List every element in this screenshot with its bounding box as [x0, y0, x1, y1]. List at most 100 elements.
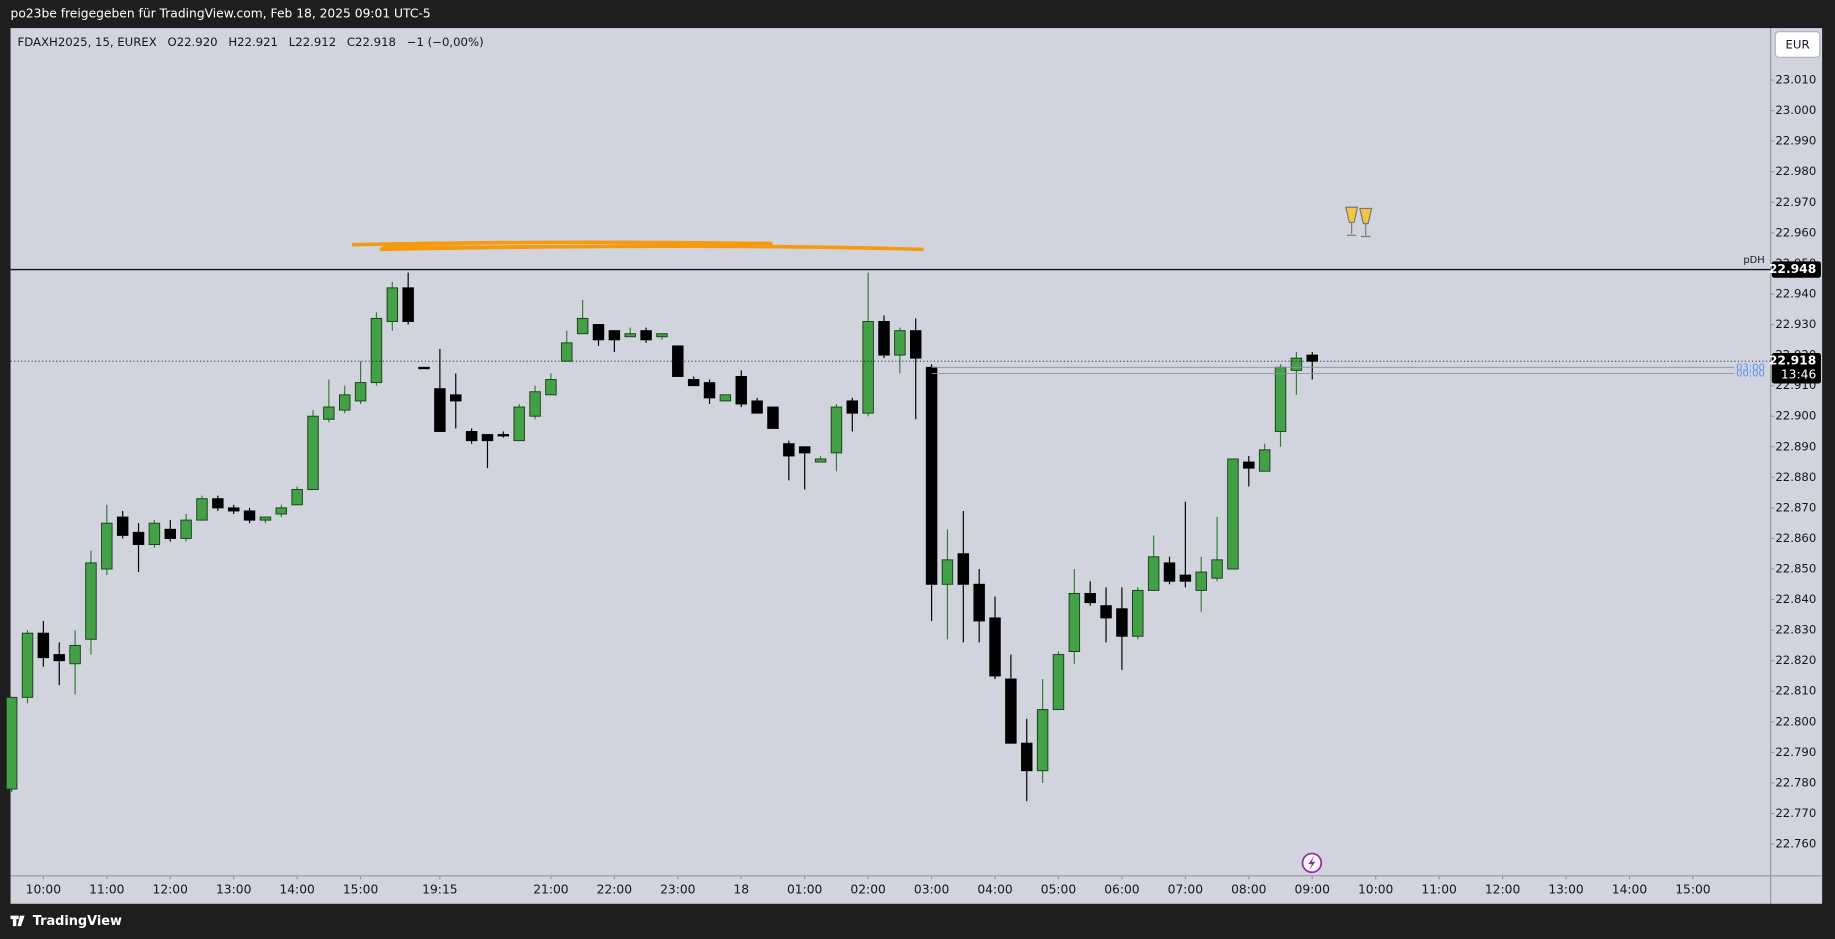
- candle-body: [529, 391, 541, 417]
- candle-body: [751, 400, 763, 414]
- currency-button[interactable]: [1774, 31, 1821, 58]
- x-tick-label: 14:00: [279, 882, 314, 896]
- y-tick-label: 22.780: [1775, 775, 1816, 789]
- y-tick-label: 22.820: [1775, 653, 1816, 667]
- legend-item: −1 (−0,00%): [407, 35, 484, 49]
- legend-item: H22.921: [228, 35, 278, 49]
- y-tick-label: 22.930: [1775, 317, 1816, 331]
- candle-body: [148, 522, 161, 546]
- legend-item: FDAXH2025, 15, EUREX: [18, 35, 157, 49]
- legend-item: L22.912: [289, 35, 336, 49]
- candle-body: [1100, 605, 1112, 619]
- y-tick-label: 22.850: [1775, 562, 1816, 576]
- x-tick-label: 12:00: [1485, 882, 1520, 896]
- x-tick-label: 11:00: [89, 882, 124, 896]
- emoji-icon: [1345, 206, 1373, 238]
- candle-body: [307, 415, 319, 491]
- candle-body: [1258, 449, 1271, 472]
- candle-body: [624, 333, 636, 338]
- candle-body: [894, 330, 906, 356]
- candle-body: [132, 531, 145, 546]
- x-tick-label: 10:00: [26, 882, 61, 896]
- candle-body: [783, 443, 795, 457]
- x-tick-label: 05:00: [1041, 882, 1076, 896]
- y-tick-label: 22.810: [1775, 684, 1816, 698]
- drawing-highlight: [351, 240, 924, 252]
- candle-body: [1147, 556, 1160, 591]
- candle-body: [719, 394, 732, 402]
- y-tick-label: 22.760: [1775, 837, 1816, 851]
- candle-body: [878, 321, 890, 356]
- y-tick-label: 22.990: [1775, 134, 1816, 148]
- x-tick-label: 07:00: [1168, 882, 1203, 896]
- candle-body: [925, 366, 938, 585]
- candle-body: [909, 330, 922, 359]
- candle-body: [386, 287, 399, 322]
- candle-body: [941, 559, 954, 585]
- y-tick-label: 22.980: [1775, 164, 1816, 178]
- candle-body: [545, 379, 557, 396]
- countdown-label: 13:46: [1781, 368, 1817, 382]
- y-tick-label: 22.860: [1775, 531, 1816, 545]
- y-tick-label: 22.900: [1775, 409, 1816, 423]
- candle-body: [434, 388, 446, 432]
- price-badge-label: 22.948: [1769, 262, 1816, 276]
- candle-body: [814, 458, 827, 463]
- candle-body: [973, 583, 985, 622]
- candle-body: [767, 406, 779, 429]
- candle-body: [497, 434, 510, 437]
- candle-body: [1084, 592, 1096, 604]
- candle-body: [21, 632, 34, 698]
- x-tick-label: 01:00: [787, 882, 822, 896]
- price-line-name: 03:00: [1736, 362, 1765, 373]
- candle-body: [513, 406, 525, 442]
- candle-body: [196, 498, 208, 521]
- candle-body: [418, 366, 430, 370]
- price-line-name: pDH: [1743, 255, 1764, 266]
- candle-body: [259, 516, 272, 521]
- candle-body: [687, 379, 700, 387]
- candle-body: [1179, 574, 1192, 582]
- y-tick-label: 22.800: [1775, 714, 1816, 728]
- candle-body: [402, 287, 414, 322]
- candle-body: [465, 431, 478, 442]
- x-tick-label: 12:00: [153, 882, 188, 896]
- y-tick-label: 22.940: [1775, 286, 1816, 300]
- candle-body: [101, 522, 113, 570]
- candle-body: [1068, 592, 1081, 652]
- candle-body: [116, 516, 129, 536]
- price-badge: [1771, 353, 1821, 384]
- candle-body: [561, 342, 573, 362]
- candle-body: [1116, 608, 1128, 637]
- candle-body: [862, 321, 874, 414]
- candle-body: [1306, 354, 1318, 362]
- candle-body: [243, 510, 256, 521]
- candle-body: [212, 498, 224, 509]
- x-tick-label: 03:00: [914, 882, 949, 896]
- event-icon[interactable]: [1301, 852, 1323, 874]
- candle-body: [354, 382, 367, 402]
- x-tick-label: 14:00: [1612, 882, 1647, 896]
- candle-body: [1195, 571, 1207, 591]
- share-header: po23be freigegeben für TradingView.com, …: [11, 7, 431, 21]
- candle-body: [338, 394, 351, 411]
- currency-label[interactable]: EUR: [1786, 38, 1810, 52]
- candle-body: [1274, 366, 1287, 432]
- candle-body: [275, 507, 288, 515]
- x-tick-label: 02:00: [850, 882, 885, 896]
- candle-body: [450, 394, 462, 402]
- candle-body: [164, 528, 176, 539]
- footer-bar: [0, 903, 1835, 939]
- candle-body: [481, 434, 494, 442]
- candle-body: [1052, 654, 1065, 711]
- candle-body: [957, 553, 970, 585]
- footer-brand: TradingView: [33, 914, 122, 929]
- x-tick-label: 10:00: [1358, 882, 1393, 896]
- y-tick-label: 22.960: [1775, 225, 1816, 239]
- legend-item: C22.918: [347, 35, 396, 49]
- candle-body: [703, 382, 716, 399]
- symbol-legend: FDAXH2025, 15, EUREX O22.920 H22.921 L22…: [18, 35, 484, 49]
- price-line-name: 00:00: [1736, 368, 1765, 379]
